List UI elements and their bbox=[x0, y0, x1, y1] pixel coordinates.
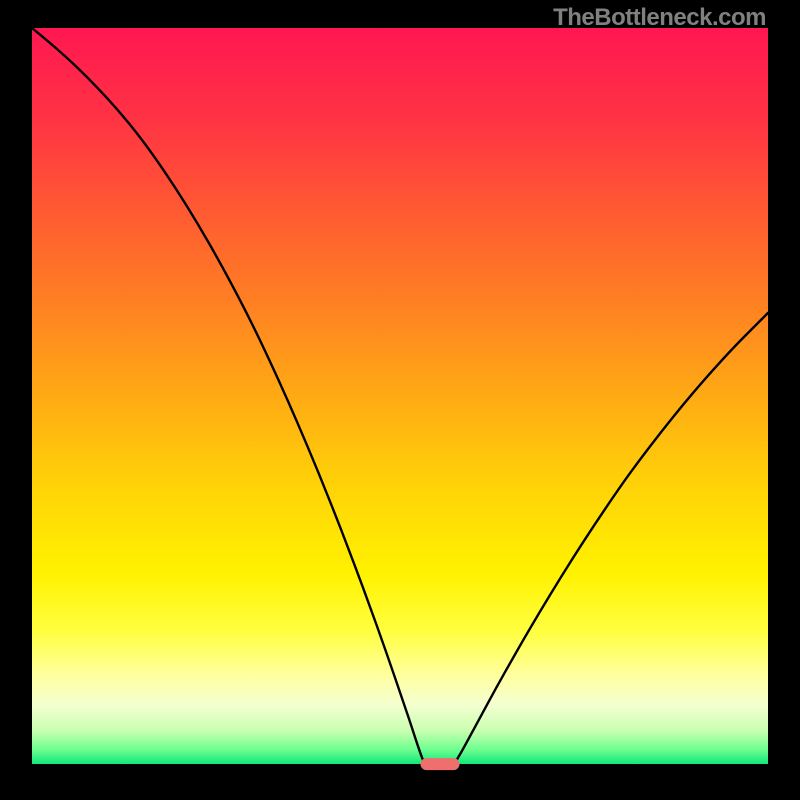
plot-area bbox=[32, 28, 768, 768]
chart-frame: TheBottleneck.com bbox=[0, 0, 800, 800]
bottleneck-marker bbox=[420, 758, 459, 770]
curve-line bbox=[32, 28, 768, 768]
